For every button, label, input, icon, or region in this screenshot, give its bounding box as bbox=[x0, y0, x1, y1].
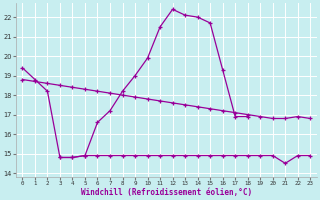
X-axis label: Windchill (Refroidissement éolien,°C): Windchill (Refroidissement éolien,°C) bbox=[81, 188, 252, 197]
